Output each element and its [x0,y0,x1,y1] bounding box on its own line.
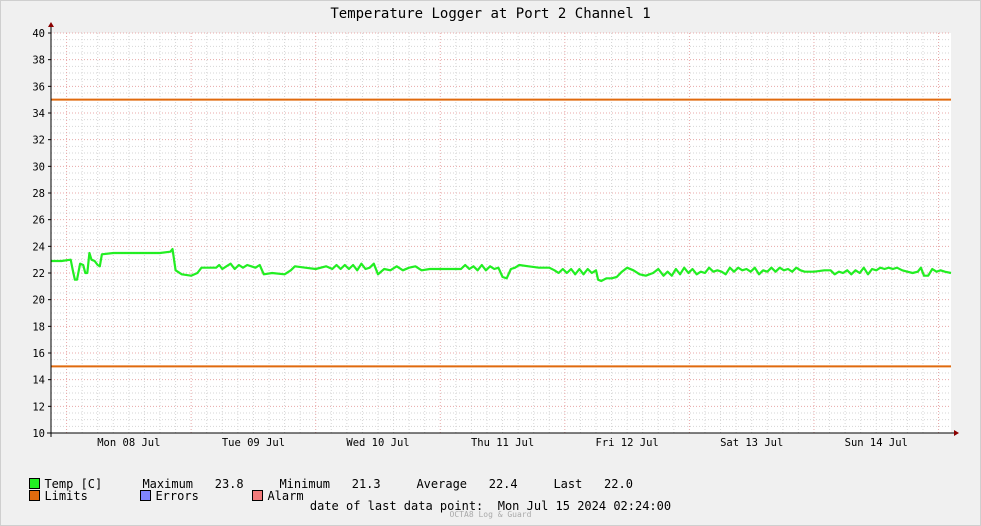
y-tick-label: 36 [32,81,45,93]
legend-minimum: Minimum 21.3 [265,463,381,491]
maximum-value: 23.8 [214,477,244,491]
y-axis-arrow [48,22,54,27]
legend-errors: Errors [126,475,199,503]
last-label: Last [553,477,583,491]
axes [47,22,959,437]
legend-limits: Limits [15,475,88,503]
y-tick-label: 26 [32,215,45,227]
last-value: 22.0 [604,477,633,491]
y-tick-label: 14 [32,375,45,387]
average-value: 22.4 [488,477,518,491]
errors-swatch [140,490,152,501]
average-label: Average [416,477,468,491]
y-tick-label: 16 [32,348,45,360]
alarm-swatch [252,490,264,501]
grid [50,32,951,434]
x-axis-arrow [954,430,959,436]
y-tick-label: 38 [32,55,45,67]
x-tick-label: Tue 09 Jul [222,437,285,449]
y-tick-label: 22 [32,268,45,280]
y-tick-label: 30 [32,161,45,173]
credit-text: OCTA8 Log & Guard [449,510,532,519]
y-tick-label: 18 [32,321,45,333]
x-tick-label: Fri 12 Jul [596,437,659,449]
chart-title: Temperature Logger at Port 2 Channel 1 [330,6,650,22]
y-tick-label: 40 [32,28,45,40]
maximum-label: Maximum [142,477,194,491]
y-tick-labels: 10 12 14 16 18 20 22 24 26 28 30 32 34 36 38 40 [32,28,45,440]
last-point-value: Mon Jul 15 2024 02:24:00 [497,499,672,513]
y-tick-label: 24 [32,241,45,253]
legend-limits-label: Limits [44,489,88,503]
legend-errors-label: Errors [155,489,199,503]
temp-swatch [29,478,41,489]
y-tick-label: 10 [32,428,45,440]
legend-last: Last 22.0 [539,463,633,491]
legend-alarm-label: Alarm [267,489,304,503]
y-tick-label: 32 [32,135,45,147]
x-tick-label: Wed 10 Jul [346,437,409,449]
x-tick-label: Mon 08 Jul [97,437,160,449]
temp-series-line [51,247,952,283]
y-tick-label: 20 [32,295,45,307]
minimum-label: Minimum [279,477,331,491]
minimum-value: 21.3 [351,477,381,491]
y-tick-label: 12 [32,401,45,413]
x-tick-label: Sun 14 Jul [845,437,908,449]
temperature-chart: Temperature Logger at Port 2 Channel 1 1… [32,6,959,449]
legend-temp-label: Temp [C] [44,477,103,491]
y-tick-label: 34 [32,108,45,120]
last-point-label: date of last data point: [309,499,484,513]
y-tick-label: 28 [32,188,45,200]
legend-stats: Maximum 23.8 [128,463,244,491]
x-tick-label: Thu 11 Jul [471,437,534,449]
limits-swatch [29,490,41,501]
limit-lines [51,98,951,368]
last-data-point: date of last data point: Mon Jul 15 2024… [0,499,981,513]
legend-alarm: Alarm [238,475,304,503]
x-tick-labels: Mon 08 Jul Tue 09 Jul Wed 10 Jul Thu 11 Jul… [97,437,908,449]
legend-average: Average 22.4 [402,463,518,491]
series-layer [51,247,952,283]
x-tick-label: Sat 13 Jul [720,437,783,449]
legend-row-1: Temp [C] [15,463,102,491]
